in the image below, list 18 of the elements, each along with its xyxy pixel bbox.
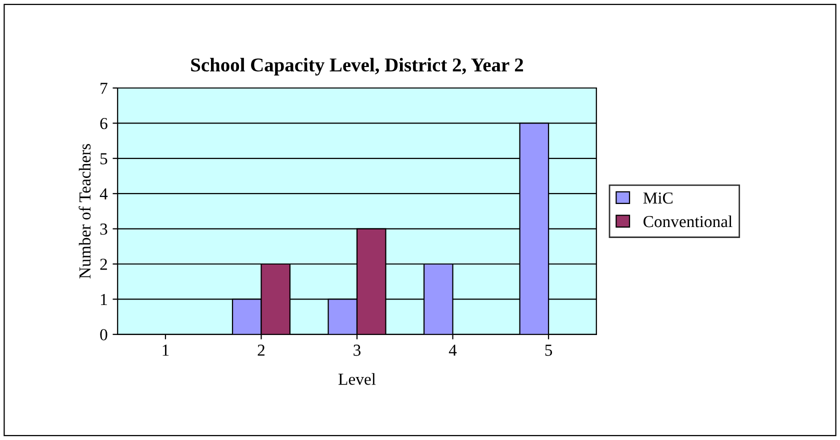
chart-title: School Capacity Level, District 2, Year 2 bbox=[191, 58, 524, 76]
y-tick-label: 2 bbox=[100, 258, 107, 270]
x-axis-title: Level bbox=[338, 373, 376, 385]
y-tick-label: 1 bbox=[101, 294, 107, 305]
legend-label: Conventional bbox=[644, 215, 732, 228]
y-axis-title: Number of Teachers bbox=[78, 144, 91, 278]
y-tick-label: 7 bbox=[100, 82, 108, 94]
legend-label: MiC bbox=[643, 192, 672, 204]
x-tick-label: 3 bbox=[354, 344, 361, 356]
y-tick-label: 6 bbox=[100, 118, 108, 130]
y-tick-label: 0 bbox=[100, 329, 108, 340]
x-tick-label: 5 bbox=[545, 344, 552, 356]
y-tick-label: 5 bbox=[100, 153, 108, 164]
x-tick-label: 2 bbox=[258, 344, 264, 356]
x-tick-label: 1 bbox=[162, 344, 169, 356]
y-tick-label: 4 bbox=[100, 188, 108, 200]
y-tick-label: 3 bbox=[100, 224, 108, 235]
x-tick-label: 4 bbox=[448, 344, 457, 356]
